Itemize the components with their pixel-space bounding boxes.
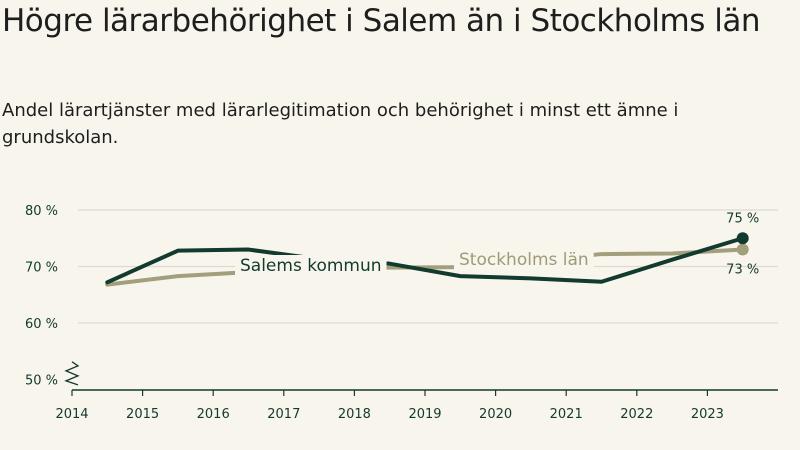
chart-subtitle: Andel lärartjänster med lärarlegitimatio… bbox=[2, 100, 679, 148]
series-label-stockholms-lan: Stockholms län bbox=[459, 250, 589, 270]
axis-break-icon bbox=[64, 361, 80, 386]
x-tick-label-2017: 2017 bbox=[267, 407, 300, 422]
x-tick-label-2020: 2020 bbox=[479, 407, 512, 422]
series-line-salems-kommun bbox=[105, 236, 745, 285]
y-axis-tick-labels: 50 % 60 % 70 % 80 % bbox=[25, 204, 80, 389]
series-label-stockholms-lan-halo bbox=[454, 249, 594, 271]
series-label-salems-kommun-halo bbox=[235, 255, 387, 277]
x-tick-label-2022: 2022 bbox=[620, 407, 653, 422]
x-tick-label-2014: 2014 bbox=[55, 407, 88, 422]
x-tick-label-2016: 2016 bbox=[197, 407, 230, 422]
data-point-salems-kommun-9 bbox=[736, 232, 749, 245]
y-tick-label-70: 70 % bbox=[25, 261, 58, 276]
end-label-salems-kommun: 75 % bbox=[726, 211, 759, 226]
series-lines bbox=[105, 232, 749, 287]
chart-title: Högre lärarbehörighet i Salem än i Stock… bbox=[2, 3, 761, 39]
series-line-stockholms-l-n bbox=[105, 247, 745, 287]
x-tick-label-2018: 2018 bbox=[338, 407, 371, 422]
x-axis: 2014 2015 2016 2017 2018 2019 2020 2021 2022 2023 bbox=[55, 389, 778, 422]
y-tick-label-80: 80 % bbox=[25, 204, 58, 219]
end-label-stockholms-lan: 73 % bbox=[726, 263, 759, 278]
x-tick-label-2015: 2015 bbox=[126, 407, 159, 422]
x-tick-label-2019: 2019 bbox=[408, 407, 441, 422]
data-point-stockholms-l-n-9 bbox=[736, 243, 749, 256]
x-tick-label-2021: 2021 bbox=[550, 407, 583, 422]
y-tick-label-50: 50 % bbox=[25, 374, 58, 389]
x-tick-label-2023: 2023 bbox=[691, 407, 724, 422]
series-label-salems-kommun: Salems kommun bbox=[240, 256, 382, 276]
y-tick-label-60: 60 % bbox=[25, 317, 58, 332]
series-labels: Salems kommun Stockholms län 75 % 73 % bbox=[235, 211, 759, 278]
